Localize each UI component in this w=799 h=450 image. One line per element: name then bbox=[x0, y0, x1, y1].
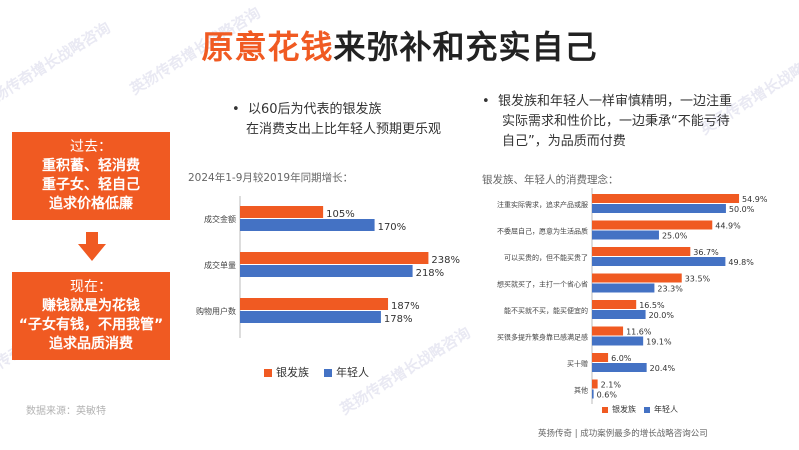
past-box-line-3: 追求价格低廉 bbox=[49, 196, 133, 212]
data-source: 数据来源：英敏特 bbox=[26, 406, 106, 417]
legend-swatch-1 bbox=[324, 369, 332, 377]
bar-silver-1 bbox=[592, 220, 713, 230]
legend-swatch-1 bbox=[644, 407, 650, 413]
value-label-young-5: 19.1% bbox=[646, 338, 672, 347]
bar-silver-2 bbox=[592, 247, 691, 256]
category-label-5: 买很多提升繁身靠已感满足感 bbox=[497, 333, 588, 342]
left-bullet-line-1: 以60后为代表的银发族 bbox=[247, 102, 382, 117]
legend-label-1: 年轻人 bbox=[654, 404, 678, 414]
past-box-line-1: 重积蓄、轻消费 bbox=[42, 158, 140, 174]
right-bullet-line-2: 实际需求和性价比，一边秉承“不能亏待 bbox=[502, 114, 730, 129]
left-bullet: • 以60后为代表的银发族 在消费支出上比年轻人预期更乐观 bbox=[232, 102, 442, 137]
legend-swatch-0 bbox=[264, 369, 272, 377]
footer-brand: 英扬传奇 | 成功案例最多的增长战略咨询公司 bbox=[538, 429, 708, 439]
legend-label-0: 银发族 bbox=[612, 404, 636, 414]
bar-young-1 bbox=[240, 265, 413, 277]
bar-young-6 bbox=[592, 363, 647, 372]
value-label-young-3: 23.3% bbox=[657, 285, 683, 294]
value-label-silver-2: 187% bbox=[391, 301, 420, 312]
chart-consumption-concept: 注重实际需求，追求产品或服 54.9%50.0% 不委屈自己，愿意为生活品质 44.9… bbox=[497, 188, 768, 414]
value-label-young-2: 49.8% bbox=[728, 258, 754, 267]
value-label-young-2: 178% bbox=[384, 314, 413, 325]
legend-swatch-0 bbox=[602, 407, 608, 413]
bar-silver-7 bbox=[592, 379, 598, 389]
past-box-line-2: 重子女、轻自己 bbox=[42, 177, 140, 193]
value-label-silver-3: 33.5% bbox=[685, 275, 711, 284]
value-label-silver-2: 36.7% bbox=[693, 248, 719, 257]
bar-silver-3 bbox=[592, 273, 682, 283]
category-label-0: 注重实际需求，追求产品或服 bbox=[497, 200, 588, 209]
now-box-line-3: 追求品质消费 bbox=[49, 336, 133, 352]
value-label-young-4: 20.0% bbox=[649, 311, 675, 320]
left-bullet-line-2: 在消费支出上比年轻人预期更乐观 bbox=[246, 122, 442, 137]
value-label-silver-7: 2.1% bbox=[601, 381, 622, 390]
bar-young-2 bbox=[592, 257, 726, 266]
category-label-2: 购物用户数 bbox=[196, 306, 236, 316]
right-bullet-line-1: 银发族和年轻人一样审慎精明，一边注重 bbox=[497, 94, 732, 109]
category-label-1: 不委屈自己，愿意为生活品质 bbox=[497, 227, 588, 236]
value-label-young-0: 170% bbox=[378, 222, 407, 233]
bar-young-0 bbox=[240, 219, 375, 231]
bar-young-7 bbox=[592, 389, 594, 399]
category-label-6: 买十赠 bbox=[567, 359, 588, 368]
bar-silver-4 bbox=[592, 300, 637, 309]
bar-silver-5 bbox=[592, 326, 624, 336]
legend-label-1: 年轻人 bbox=[336, 365, 369, 379]
now-box-line-2: “子女有钱，不用我管” bbox=[18, 317, 164, 333]
chart-growth: 成交金额 105% 170% 成交单量 238% 218% 购物用户数 187% 178% 银发族… bbox=[196, 196, 460, 379]
category-label-3: 想买就买了，主打一个省心省 bbox=[497, 280, 588, 289]
now-box: 现在： 赚钱就是为花钱 “子女有钱，不用我管” 追求品质消费 bbox=[12, 272, 170, 360]
bar-young-4 bbox=[592, 310, 646, 319]
bar-silver-0 bbox=[240, 206, 324, 218]
value-label-silver-0: 105% bbox=[326, 209, 355, 220]
value-label-silver-0: 54.9% bbox=[742, 195, 768, 204]
right-bullet-line-3: 自己”，为品质而付费 bbox=[502, 134, 626, 149]
category-label-1: 成交单量 bbox=[204, 260, 236, 270]
now-box-head: 现在： bbox=[70, 279, 112, 295]
value-label-silver-6: 6.0% bbox=[611, 354, 632, 363]
value-label-silver-1: 238% bbox=[431, 255, 460, 266]
chart1-title: 2024年1-9月较2019年同期增长： bbox=[188, 172, 354, 184]
down-arrow-icon bbox=[78, 232, 106, 261]
past-box-head: 过去： bbox=[70, 139, 112, 155]
value-label-young-0: 50.0% bbox=[729, 205, 755, 214]
value-label-young-7: 0.6% bbox=[597, 391, 618, 400]
value-label-silver-4: 16.5% bbox=[639, 301, 665, 310]
chart2-title: 银发族、年轻人的消费理念： bbox=[482, 174, 619, 186]
bar-silver-1 bbox=[240, 252, 429, 264]
bar-young-5 bbox=[592, 336, 644, 346]
page-title: 原意花钱来弥补和充实自己 bbox=[0, 22, 799, 68]
title-highlight: 原意花钱 bbox=[201, 28, 334, 66]
right-bullet: • 银发族和年轻人一样审慎精明，一边注重 实际需求和性价比，一边秉承“不能亏待 … bbox=[482, 94, 732, 149]
bar-young-0 bbox=[592, 204, 726, 213]
legend-label-0: 银发族 bbox=[276, 365, 309, 379]
bar-silver-0 bbox=[592, 194, 740, 203]
past-box: 过去： 重积蓄、轻消费 重子女、轻自己 追求价格低廉 bbox=[12, 132, 170, 220]
bar-young-2 bbox=[240, 311, 381, 323]
bar-young-1 bbox=[592, 230, 659, 240]
title-rest: 来弥补和充实自己 bbox=[333, 28, 598, 66]
value-label-young-1: 218% bbox=[416, 268, 445, 279]
value-label-young-1: 25.0% bbox=[662, 232, 688, 241]
bar-silver-2 bbox=[240, 298, 389, 310]
value-label-silver-5: 11.6% bbox=[626, 328, 652, 337]
category-label-4: 能不买就不买，能买便宜的 bbox=[504, 306, 588, 315]
value-label-young-6: 20.4% bbox=[650, 364, 676, 373]
category-label-7: 其他 bbox=[574, 386, 588, 395]
category-label-2: 可以买贵的，但不能买贵了 bbox=[504, 253, 588, 262]
value-label-silver-1: 44.9% bbox=[715, 222, 741, 231]
bar-silver-6 bbox=[592, 353, 609, 362]
category-label-0: 成交金额 bbox=[204, 214, 236, 224]
now-box-line-1: 赚钱就是为花钱 bbox=[42, 298, 140, 314]
bar-young-3 bbox=[592, 283, 655, 293]
